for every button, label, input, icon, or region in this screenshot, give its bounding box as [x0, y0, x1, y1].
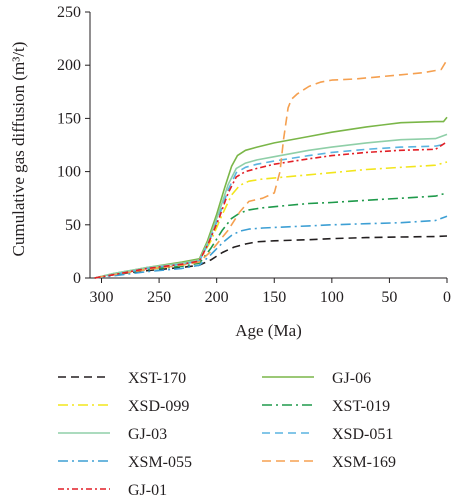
- series-line-xst-170: [94, 235, 448, 279]
- legend-label-xst-170: XST-170: [128, 370, 186, 387]
- x-tick-label: 0: [443, 289, 451, 306]
- axes: 0 50 100 150 200 250 300 250 200 150 100 50 0 Age (Ma…: [9, 4, 451, 340]
- y-tick-label: 50: [65, 217, 81, 234]
- legend-label-xsm-055: XSM-055: [128, 454, 192, 471]
- legend-label-xsm-169: XSM-169: [332, 454, 396, 471]
- y-tick-label: 200: [57, 57, 81, 74]
- series-line-xsm-055: [94, 215, 448, 279]
- x-tick-label: 300: [90, 289, 114, 306]
- x-tick-label: 50: [381, 289, 397, 306]
- x-tick-label: 100: [320, 289, 344, 306]
- legend-label-gj-06: GJ-06: [332, 370, 371, 387]
- series-line-xsd-051: [94, 143, 448, 279]
- x-tick-label: 150: [262, 289, 286, 306]
- y-tick-label: 250: [57, 4, 81, 21]
- series-line-xsd-099: [94, 161, 448, 279]
- series-line-gj-03: [94, 133, 448, 279]
- series-line-gj-06: [94, 116, 448, 279]
- y-tick-label: 150: [57, 110, 81, 127]
- x-tick-label: 200: [205, 289, 229, 306]
- series-line-gj-01: [94, 141, 448, 279]
- x-tick-label: 250: [147, 289, 171, 306]
- legend-label-gj-01: GJ-01: [128, 482, 167, 499]
- legend-label-xst-019: XST-019: [332, 398, 390, 415]
- series-line-xsm-169: [94, 59, 448, 279]
- y-tick-label: 100: [57, 164, 81, 181]
- y-tick-label: 0: [73, 270, 81, 287]
- y-axis-title: Cumulative gas diffusion (m³/t): [9, 42, 28, 257]
- legend-label-xsd-051: XSD-051: [332, 426, 393, 443]
- x-axis-title: Age (Ma): [235, 321, 302, 340]
- legend-label-gj-03: GJ-03: [128, 426, 167, 443]
- series-line-xst-019: [94, 192, 448, 279]
- plot-series: [94, 59, 448, 279]
- legend-label-xsd-099: XSD-099: [128, 398, 189, 415]
- legend: XST-170 GJ-06 XSD-099 XST-019 GJ-03 XSD-051 XS…: [58, 370, 396, 499]
